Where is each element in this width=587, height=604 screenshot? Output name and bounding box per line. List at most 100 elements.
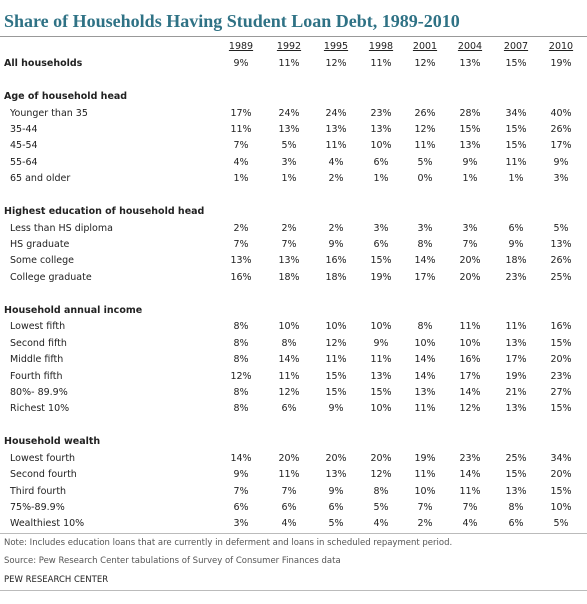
cell: 15% [550, 403, 572, 415]
row-label: 35-44 [10, 123, 38, 135]
cell: 3% [553, 173, 569, 185]
cell: 9% [328, 403, 344, 415]
cell: 18% [278, 271, 300, 283]
cell: 13% [325, 469, 347, 481]
section-title: Age of household head [4, 91, 128, 102]
cell: 34% [550, 452, 572, 464]
cell: 7% [233, 485, 249, 497]
cell: 8% [233, 403, 249, 415]
cell: 9% [553, 156, 569, 168]
cell: 0% [417, 173, 433, 185]
cell: 20% [550, 469, 572, 481]
cell: 14% [414, 354, 436, 366]
cell: 16% [550, 321, 572, 333]
cell: 6% [508, 222, 524, 234]
row-label: 75%-89.9% [10, 502, 65, 513]
cell: 1% [281, 173, 297, 185]
cell: 6% [373, 239, 389, 250]
cell: 15% [370, 255, 392, 267]
cell: 19% [550, 58, 572, 69]
cell: 10% [414, 485, 436, 497]
cell: 5% [553, 518, 569, 530]
cell: 9% [233, 469, 249, 481]
cell: 20% [550, 354, 572, 366]
cell: 11% [278, 58, 300, 69]
cell: 11% [370, 354, 392, 366]
cell: 19% [370, 271, 392, 283]
row-label: Fourth fifth [10, 370, 63, 382]
cell: 15% [370, 386, 392, 398]
row-label: 80%- 89.9% [10, 386, 68, 398]
cell: 11% [414, 469, 436, 481]
cell: 17% [505, 354, 527, 366]
cell: 12% [325, 337, 347, 349]
cell: 8% [233, 321, 249, 333]
cell: 4% [462, 518, 478, 530]
cell: 11% [278, 370, 300, 382]
cell: 12% [370, 469, 392, 481]
row-label: 45-54 [10, 140, 38, 152]
column-header: 1992 [276, 41, 302, 52]
row-label: College graduate [10, 271, 92, 283]
cell: 26% [414, 107, 436, 119]
cell: 2% [233, 222, 249, 234]
cell: 17% [459, 370, 481, 382]
cell: 13% [459, 140, 481, 152]
title-rule [0, 36, 587, 37]
row-label: Lowest fifth [10, 321, 66, 333]
cell: 13% [505, 337, 527, 349]
cell: 7% [417, 502, 433, 513]
cell: 34% [505, 107, 527, 119]
cell: 40% [550, 107, 572, 119]
cell: 15% [459, 123, 481, 135]
column-header: 2001 [412, 41, 438, 52]
row-label: Second fourth [10, 469, 77, 481]
cell: 12% [278, 386, 300, 398]
cell: 13% [505, 485, 527, 497]
cell: 14% [459, 469, 481, 481]
row-label: HS graduate [10, 239, 70, 250]
row-label: Younger than 35 [10, 107, 88, 119]
cell: 9% [233, 58, 249, 69]
cell: 13% [459, 58, 481, 69]
cell: 10% [370, 403, 392, 415]
cell: 5% [281, 140, 297, 152]
footer: PEW RESEARCH CENTER [4, 575, 109, 585]
cell: 14% [459, 386, 481, 398]
cell: 10% [325, 321, 347, 333]
row-label: Middle fifth [10, 354, 64, 366]
cell: 18% [505, 255, 527, 267]
column-header: 2010 [548, 41, 574, 52]
cell: 10% [550, 502, 572, 513]
cell: 14% [230, 452, 252, 464]
cell: 20% [370, 452, 392, 464]
cell: 12% [325, 58, 347, 69]
cell: 6% [373, 156, 389, 168]
cell: 15% [550, 485, 572, 497]
cell: 2% [328, 222, 344, 234]
cell: 4% [373, 518, 389, 530]
cell: 10% [459, 337, 481, 349]
cell: 11% [325, 140, 347, 152]
cell: 5% [553, 222, 569, 234]
cell: 1% [373, 173, 389, 185]
cell: 5% [417, 156, 433, 168]
cell: 13% [505, 403, 527, 415]
cell: 23% [459, 452, 481, 464]
column-header: 1989 [228, 41, 254, 52]
row-label: Third fourth [10, 485, 67, 497]
cell: 4% [281, 518, 297, 530]
cell: 13% [414, 386, 436, 398]
cell: 3% [417, 222, 433, 234]
cell: 8% [281, 337, 297, 349]
cell: 2% [417, 518, 433, 530]
cell: 4% [233, 156, 249, 168]
cell: 13% [370, 370, 392, 382]
row-label: Richest 10% [10, 403, 70, 415]
cell: 11% [505, 321, 527, 333]
cell: 6% [508, 518, 524, 530]
cell: 10% [278, 321, 300, 333]
cell: 5% [328, 518, 344, 530]
row-label: Some college [10, 255, 74, 267]
cell: 7% [281, 239, 297, 250]
